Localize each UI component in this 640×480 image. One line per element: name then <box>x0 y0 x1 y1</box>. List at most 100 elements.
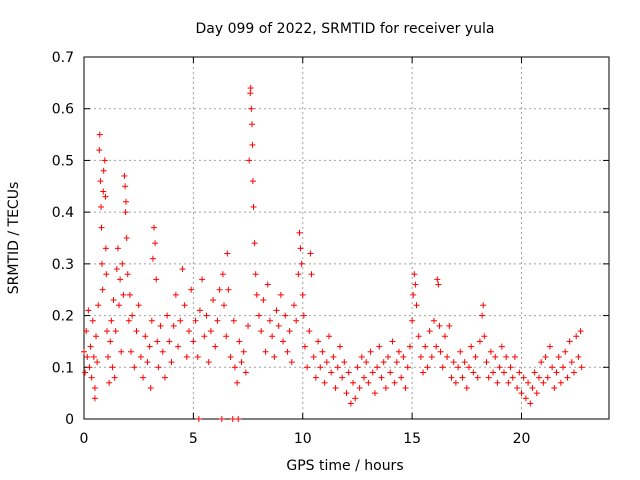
data-point <box>96 131 103 138</box>
data-point <box>94 359 101 366</box>
data-point <box>224 250 231 257</box>
data-point <box>105 353 112 360</box>
data-point <box>415 333 422 340</box>
data-point <box>291 302 297 309</box>
data-point <box>153 276 160 283</box>
data-point <box>492 353 499 360</box>
data-point <box>148 317 155 324</box>
data-point <box>476 338 483 345</box>
data-point <box>227 353 234 360</box>
data-point <box>269 333 276 340</box>
data-point <box>330 353 337 360</box>
data-point <box>117 276 124 283</box>
data-point <box>83 328 90 335</box>
data-point <box>249 178 256 185</box>
data-point <box>246 157 253 164</box>
data-point <box>411 271 418 278</box>
data-point <box>119 260 126 267</box>
data-point <box>487 348 494 355</box>
data-point <box>439 364 446 371</box>
data-point <box>483 359 490 366</box>
data-point <box>413 302 420 309</box>
data-point <box>275 322 282 329</box>
data-point <box>334 364 341 371</box>
data-point <box>536 374 542 381</box>
data-point <box>350 379 357 386</box>
data-point <box>557 379 564 386</box>
data-point <box>126 291 133 298</box>
data-point <box>154 338 161 345</box>
data-point <box>258 328 265 335</box>
data-point <box>236 338 243 345</box>
data-point <box>308 271 315 278</box>
data-point <box>149 255 156 262</box>
y-tick-label: 0 <box>65 412 74 428</box>
data-point <box>514 384 521 391</box>
data-point <box>538 359 545 366</box>
data-point <box>389 338 396 345</box>
data-point <box>146 343 153 350</box>
data-point <box>299 291 306 298</box>
data-point <box>516 369 523 376</box>
data-point <box>393 359 400 366</box>
data-point <box>122 183 129 190</box>
data-point <box>179 266 186 273</box>
data-point <box>498 343 505 350</box>
data-point <box>248 105 255 112</box>
data-point <box>172 291 179 298</box>
data-point <box>195 416 202 422</box>
data-point <box>121 172 128 179</box>
data-point <box>98 203 105 210</box>
data-point <box>428 353 435 360</box>
data-point <box>103 271 110 278</box>
x-tick-label: 15 <box>403 431 421 447</box>
data-point <box>361 374 367 381</box>
data-point <box>82 369 89 376</box>
data-point <box>249 121 255 128</box>
data-point <box>102 193 109 200</box>
data-point <box>264 281 271 288</box>
data-point <box>468 343 475 350</box>
y-tick-label: 0.7 <box>52 50 74 66</box>
data-point <box>461 359 468 366</box>
data-point <box>112 328 119 335</box>
data-point <box>542 353 549 360</box>
data-point <box>404 364 411 371</box>
data-point <box>496 364 503 371</box>
data-point <box>210 297 217 304</box>
data-point <box>406 343 413 350</box>
data-point <box>385 353 392 360</box>
data-point <box>242 369 249 376</box>
data-point <box>354 364 361 371</box>
data-point <box>199 276 206 283</box>
data-point <box>266 317 273 324</box>
data-point <box>157 322 164 329</box>
data-point <box>409 317 416 324</box>
data-point <box>240 348 247 355</box>
data-point <box>135 302 142 309</box>
data-point <box>288 359 295 366</box>
data-points <box>81 85 585 422</box>
data-point <box>540 379 547 386</box>
data-point <box>520 374 527 381</box>
data-point <box>207 328 214 335</box>
data-point <box>472 353 479 360</box>
data-point <box>128 348 135 355</box>
data-point <box>518 390 525 397</box>
data-point <box>371 390 378 397</box>
x-tick-label: 20 <box>513 431 531 447</box>
y-axis-label: SRMTID / TECUs <box>6 182 22 295</box>
data-point <box>170 322 177 329</box>
data-point <box>553 369 560 376</box>
data-point <box>455 364 462 371</box>
data-point <box>306 328 313 335</box>
data-point <box>434 276 441 283</box>
data-point <box>245 322 252 329</box>
data-point <box>125 317 132 324</box>
data-point <box>566 338 573 345</box>
data-point <box>91 384 98 391</box>
data-point <box>252 271 259 278</box>
data-point <box>382 384 389 391</box>
data-point <box>284 348 291 355</box>
